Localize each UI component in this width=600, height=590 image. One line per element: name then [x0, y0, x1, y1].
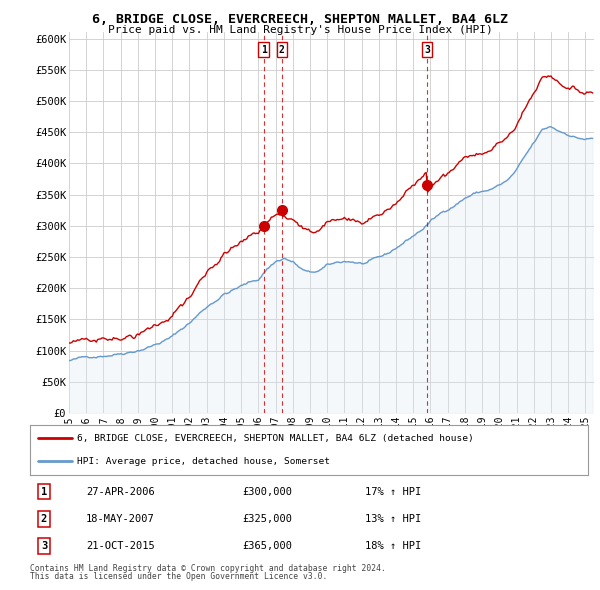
Text: 21-OCT-2015: 21-OCT-2015 [86, 541, 155, 551]
Text: Contains HM Land Registry data © Crown copyright and database right 2024.: Contains HM Land Registry data © Crown c… [30, 563, 386, 572]
Text: 1: 1 [41, 487, 47, 497]
Text: £325,000: £325,000 [242, 514, 292, 524]
Text: This data is licensed under the Open Government Licence v3.0.: This data is licensed under the Open Gov… [30, 572, 328, 581]
Text: 2: 2 [279, 45, 285, 54]
Text: 18-MAY-2007: 18-MAY-2007 [86, 514, 155, 524]
Text: 27-APR-2006: 27-APR-2006 [86, 487, 155, 497]
Text: Price paid vs. HM Land Registry's House Price Index (HPI): Price paid vs. HM Land Registry's House … [107, 25, 493, 35]
Text: 1: 1 [261, 45, 267, 54]
Text: £365,000: £365,000 [242, 541, 292, 551]
Text: 3: 3 [41, 541, 47, 551]
Text: 6, BRIDGE CLOSE, EVERCREECH, SHEPTON MALLET, BA4 6LZ: 6, BRIDGE CLOSE, EVERCREECH, SHEPTON MAL… [92, 13, 508, 26]
Text: 18% ↑ HPI: 18% ↑ HPI [365, 541, 421, 551]
Text: 3: 3 [424, 45, 430, 54]
Text: 17% ↑ HPI: 17% ↑ HPI [365, 487, 421, 497]
Text: 6, BRIDGE CLOSE, EVERCREECH, SHEPTON MALLET, BA4 6LZ (detached house): 6, BRIDGE CLOSE, EVERCREECH, SHEPTON MAL… [77, 434, 474, 443]
Text: £300,000: £300,000 [242, 487, 292, 497]
Text: 13% ↑ HPI: 13% ↑ HPI [365, 514, 421, 524]
Text: 2: 2 [41, 514, 47, 524]
Text: HPI: Average price, detached house, Somerset: HPI: Average price, detached house, Some… [77, 457, 331, 466]
